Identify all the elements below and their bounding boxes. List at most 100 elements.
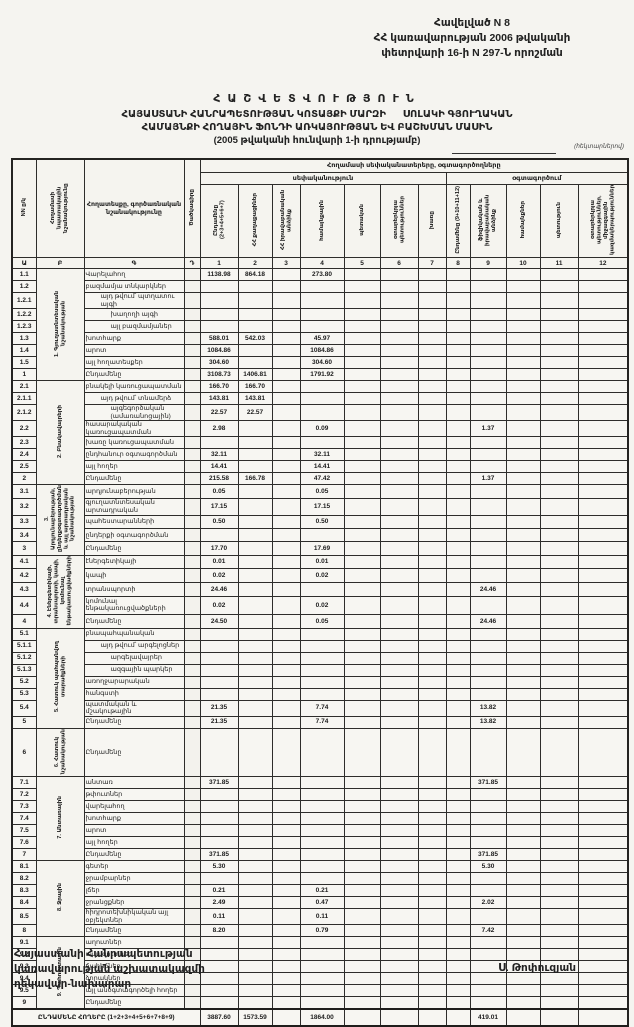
code-cell: [183, 996, 201, 1010]
value-cell-col4: [299, 848, 345, 862]
value-cell-col7: [417, 884, 447, 898]
value-cell-col8: [445, 497, 471, 517]
land-type-label: կոմունալ ենթակառուցվածքների: [83, 595, 185, 615]
code-cell: [183, 860, 201, 874]
value-cell-col3: [271, 896, 301, 910]
value-cell-col7: [417, 627, 447, 641]
value-cell-col2: [237, 812, 273, 826]
value-cell-col11: [539, 380, 579, 394]
value-cell-col9: [469, 824, 507, 838]
row-number: 2.5: [11, 460, 37, 474]
value-cell-col10: [505, 472, 541, 486]
table-row: 2 Ընդամենը 215.58 166.78 47.42 1.37: [11, 472, 629, 486]
table-row: 3.4 ընդերքի օգտագործման: [11, 528, 629, 543]
section-cell: 6. Հատուկ նշանակության: [35, 727, 85, 778]
table-row: 1.2 բազմամյա տնկարկներ: [11, 280, 629, 294]
code-cell: [183, 908, 201, 926]
value-cell-col12: [577, 420, 629, 438]
value-cell-col9: [469, 663, 507, 677]
table-row: 5.1.3 ազգային պարկեր: [11, 663, 629, 677]
row-number: 4: [11, 613, 37, 629]
grand-total-row: ԸՆԴԱՄԵՆԸ ՀՈՂԵՐԸ (1+2+3+4+5+6+7+8+9) 3887.…: [11, 1008, 629, 1027]
value-cell-col1: [199, 280, 239, 294]
value-cell-col6: [379, 860, 419, 874]
value-cell-col9: [469, 404, 507, 422]
value-cell-col10: [505, 663, 541, 677]
value-cell-col9: [469, 627, 507, 641]
value-cell-col4: [299, 582, 345, 597]
value-cell-col11: [539, 848, 579, 862]
table-row: 8.5 հիդրոտեխնիկական այլ օբյեկտներ 0.11 0.11: [11, 908, 629, 926]
code-cell: [183, 699, 201, 717]
value-cell-col9: [469, 687, 507, 701]
section-label: 6. Հատուկ նշանակության: [53, 728, 66, 774]
data-col-header-label: պետություն: [555, 201, 562, 239]
row-number: 2.1.2: [11, 404, 37, 422]
value-cell-col4: 0.02: [299, 568, 345, 584]
land-type-label: բազմամյա տնկարկներ: [83, 280, 185, 294]
value-cell-col11: [539, 344, 579, 358]
value-cell-col7: [417, 960, 447, 974]
value-cell-col3: [271, 541, 301, 556]
value-cell-col5: [343, 651, 381, 665]
land-type-label: վարելահող: [83, 800, 185, 814]
table-row: 5 Ընդամենը 21.35 7.74 13.82: [11, 715, 629, 729]
land-type-label: գետեր: [83, 860, 185, 874]
value-cell-col4: [299, 776, 345, 790]
value-cell-col11: [539, 392, 579, 406]
value-cell-col1: [199, 663, 239, 677]
land-type-label: խառը կառուցապատման: [83, 436, 185, 450]
value-cell-col4: 0.09: [299, 420, 345, 438]
data-col-header-9: ֆիզիկական և իրավաբանական անձինք: [469, 183, 507, 259]
grand-total-value-col9: 419.01: [469, 1008, 507, 1027]
value-cell-col4: 32.11: [299, 448, 345, 462]
value-cell-col11: [539, 568, 579, 584]
table-row: 5.1.1 այդ թվում՝ արգելոցներ: [11, 639, 629, 653]
row-number: 1.2.1: [11, 292, 37, 310]
value-cell-col3: [271, 812, 301, 826]
value-cell-col10: [505, 627, 541, 641]
col-header-nn: NN ը/կ: [11, 158, 37, 259]
section-label: 5. Հատուկ պահպանվող տարածքների: [53, 641, 66, 713]
table-row: 1.2.2 խաղողի այգի: [11, 308, 629, 322]
value-cell-col12: [577, 392, 629, 406]
value-cell-col4: 47.42: [299, 472, 345, 486]
value-cell-col6: [379, 541, 419, 556]
value-cell-col5: [343, 484, 381, 499]
value-cell-col11: [539, 872, 579, 886]
col-header-nn-label: NN ը/կ: [21, 198, 28, 217]
code-cell: [183, 308, 201, 322]
value-cell-col6: [379, 392, 419, 406]
value-cell-col2: [237, 595, 273, 615]
grand-total-label: ԸՆԴԱՄԵՆԸ ՀՈՂԵՐԸ (1+2+3+4+5+6+7+8+9): [11, 1008, 201, 1027]
value-cell-col1: [199, 639, 239, 653]
value-cell-col11: [539, 484, 579, 499]
table-row: 5.3 հանգստի: [11, 687, 629, 701]
value-cell-col4: [299, 996, 345, 1010]
value-cell-col5: [343, 727, 381, 778]
value-cell-col8: [445, 776, 471, 790]
value-cell-col4: [299, 308, 345, 322]
data-col-header-label: համայնքներ: [519, 201, 526, 239]
value-cell-col8: [445, 448, 471, 462]
land-type-label: խոտհարք: [83, 812, 185, 826]
value-cell-col11: [539, 268, 579, 282]
value-cell-col9: 371.85: [469, 848, 507, 862]
data-col-header-5: պետական: [343, 183, 381, 259]
data-col-header-label: ՀՀ իրավաբանական անձինք: [279, 189, 292, 251]
row-number: 1.3: [11, 332, 37, 346]
value-cell-col6: [379, 484, 419, 499]
table-row: 2.5 այլ հողեր 14.41 14.41: [11, 460, 629, 474]
land-type-label: ընդհանուր օգտագործման: [83, 448, 185, 462]
table-row: 2.1.1 այդ թվում՝ տնամերձ 143.81 143.81: [11, 392, 629, 406]
value-cell-col8: [445, 344, 471, 358]
value-cell-col9: [469, 436, 507, 450]
value-cell-col1: 24.50: [199, 613, 239, 629]
value-cell-col11: [539, 687, 579, 701]
table-row: 1.2.1 այդ թվում՝ պտղատու այգի: [11, 292, 629, 310]
value-cell-col5: [343, 996, 381, 1010]
value-cell-col5: [343, 788, 381, 802]
value-cell-col8: [445, 554, 471, 570]
value-cell-col11: [539, 776, 579, 790]
code-cell: [183, 292, 201, 310]
